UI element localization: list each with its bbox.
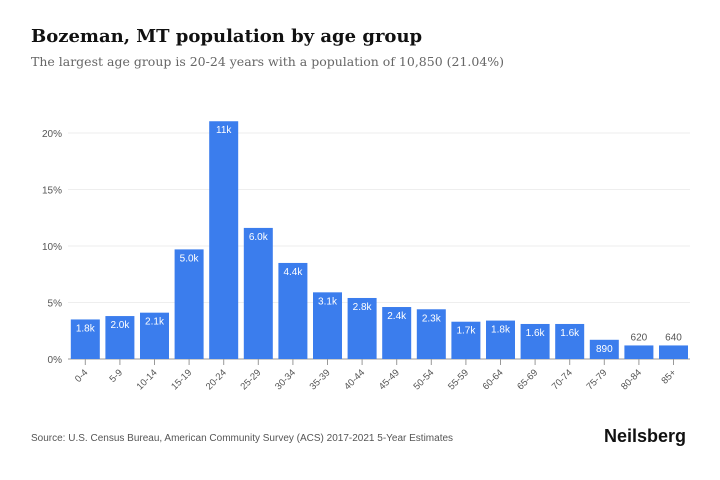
- y-tick-label: 5%: [48, 299, 63, 310]
- x-tick-label: 45-49: [377, 367, 402, 392]
- chart-subtitle: The largest age group is 20-24 years wit…: [31, 54, 505, 69]
- brand-logo: Neilsberg: [603, 426, 686, 446]
- bar: [209, 121, 239, 359]
- bar: [486, 320, 515, 359]
- x-tick-label: 0-4: [73, 367, 90, 384]
- bar: [243, 227, 273, 359]
- x-tick-label: 30-34: [273, 367, 298, 392]
- bar: [624, 345, 654, 359]
- data-label: 2.3k: [422, 313, 442, 324]
- x-tick-label: 75-79: [584, 367, 609, 392]
- data-label: 2.1k: [145, 317, 165, 328]
- bar: [520, 323, 550, 359]
- x-tick-label: 80-84: [619, 367, 644, 392]
- source-note: Source: U.S. Census Bureau, American Com…: [31, 433, 454, 444]
- bar: [659, 345, 688, 359]
- bar: [70, 319, 100, 359]
- data-label: 620: [631, 332, 648, 343]
- x-tick-label: 65-69: [515, 367, 540, 392]
- x-tick-label: 20-24: [204, 367, 229, 392]
- data-label: 1.6k: [560, 328, 580, 339]
- x-tick-label: 5-9: [108, 367, 125, 384]
- data-label: 1.8k: [491, 325, 511, 336]
- y-tick-label: 15%: [42, 186, 62, 197]
- bar: [347, 297, 377, 359]
- bar: [174, 249, 204, 359]
- data-label: 6.0k: [249, 232, 269, 243]
- bar: [555, 323, 585, 359]
- x-tick-label: 25-29: [238, 367, 263, 392]
- bar: [589, 339, 619, 359]
- bar: [313, 292, 342, 359]
- x-tick-label: 15-19: [169, 367, 194, 392]
- data-label: 2.0k: [110, 320, 130, 331]
- bar: [105, 316, 135, 359]
- bar: [416, 309, 446, 359]
- bar: [278, 262, 308, 359]
- y-tick-label: 0%: [48, 355, 63, 366]
- data-label: 11k: [216, 125, 232, 136]
- chart-title: Bozeman, MT population by age group: [31, 26, 423, 47]
- data-label: 890: [596, 344, 613, 355]
- x-tick-label: 50-54: [411, 367, 436, 392]
- data-label: 1.8k: [76, 323, 96, 334]
- bar: [140, 312, 169, 359]
- y-tick-label: 20%: [42, 129, 62, 140]
- data-label: 2.8k: [353, 302, 373, 313]
- x-tick-label: 10-14: [135, 367, 160, 392]
- x-tick-label: 70-74: [550, 367, 575, 392]
- data-label: 2.4k: [387, 311, 407, 322]
- data-label: 5.0k: [180, 253, 200, 264]
- bar: [382, 307, 412, 359]
- data-label: 1.6k: [526, 328, 546, 339]
- bar: [451, 321, 481, 359]
- y-tick-label: 10%: [42, 242, 62, 253]
- data-label: 4.4k: [283, 267, 303, 278]
- data-label: 1.7k: [456, 326, 476, 337]
- x-tick-label: 55-59: [446, 367, 471, 392]
- data-label: 3.1k: [318, 296, 338, 307]
- x-tick-label: 40-44: [342, 367, 367, 392]
- x-tick-label: 60-64: [481, 367, 506, 392]
- x-tick-label: 85+: [659, 367, 678, 386]
- x-tick-label: 35-39: [308, 367, 333, 392]
- data-label: 640: [665, 332, 682, 343]
